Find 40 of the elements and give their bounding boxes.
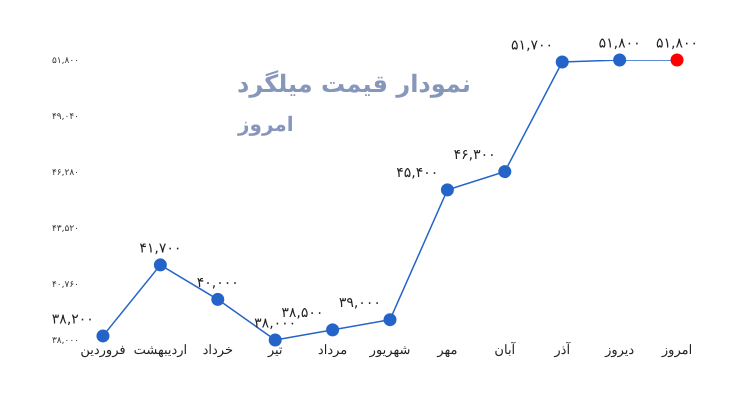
point	[326, 323, 340, 336]
x-tick-label: مرداد	[318, 343, 348, 358]
x-tick-label: خرداد	[202, 343, 233, 358]
data-label: ۵۱,۷۰۰	[511, 37, 554, 54]
data-label: ۵۱,۸۰۰	[598, 35, 641, 52]
x-tick-label: آبان	[494, 341, 517, 358]
point	[556, 56, 569, 69]
point	[384, 313, 396, 326]
y-tick-label: ۳۸,۰۰۰	[52, 336, 79, 346]
point	[211, 292, 224, 306]
data-label: ۳۸,۵۰۰	[281, 305, 324, 322]
text: امروز	[237, 112, 294, 136]
chart-title: نمودار قیمت میلگرد	[237, 70, 471, 98]
data-label: ۴۰,۰۰۰	[196, 274, 239, 291]
x-tick-label: تیر	[266, 343, 283, 358]
x-tick-label: شهریور	[368, 343, 410, 358]
data-label: ۴۵,۴۰۰	[396, 165, 438, 182]
point	[440, 183, 454, 196]
y-tick-label: ۴۳,۵۲۰	[52, 224, 79, 234]
point	[268, 334, 282, 346]
point	[613, 54, 626, 66]
x-tick-label: اردیبهشت	[134, 343, 188, 358]
data-label: ۴۶,۳۰۰	[454, 146, 496, 163]
x-tick-label: فروردین	[80, 343, 126, 358]
data-label: ۳۹,۰۰۰	[338, 295, 381, 312]
data-label: ۵۱,۸۰۰	[656, 35, 698, 52]
point	[670, 54, 684, 66]
data-label: ۳۸,۲۰۰	[52, 311, 94, 328]
data-label: ۴۱,۷۰۰	[139, 240, 182, 256]
y-tick-label: ۵۱,۸۰۰	[52, 56, 79, 66]
x-tick-label: دیروز	[604, 343, 634, 358]
point	[154, 258, 167, 272]
y-tick-label: ۴۶,۲۸۰	[52, 168, 79, 178]
y-tick-label: ۴۹,۰۴۰	[52, 112, 79, 122]
x-tick-label: مهر	[436, 343, 458, 358]
x-tick-label: امروز	[660, 343, 692, 358]
y-tick-label: ۴۰,۷۶۰	[52, 280, 79, 290]
point	[498, 165, 512, 178]
point	[96, 329, 110, 342]
x-tick-label: آذر	[553, 341, 572, 358]
